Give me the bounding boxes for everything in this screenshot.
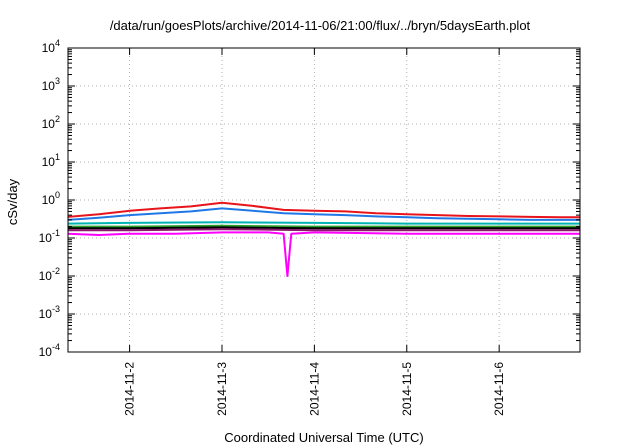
- y-axis: 10-4 10-3 10-2 10-1 100 101 102 103 104: [39, 38, 580, 359]
- y-axis-label: cSv/day: [5, 178, 20, 225]
- y-tick-label: 103: [42, 76, 60, 93]
- x-axis: 2014-11-2 2014-11-3 2014-11-4 2014-11-5 2014…: [123, 48, 506, 416]
- series-line-2: [67, 221, 580, 225]
- series-line-6: [67, 231, 580, 277]
- x-tick-label: 2014-11-5: [400, 362, 414, 416]
- y-tick-label: 10-2: [39, 266, 60, 283]
- series-line-1: [67, 207, 580, 221]
- grid: [68, 48, 580, 352]
- x-tick-label: 2014-11-3: [215, 362, 229, 416]
- series-layer: [67, 201, 580, 277]
- y-tick-label: 10-4: [39, 342, 60, 359]
- y-tick-label: 10-1: [39, 228, 60, 245]
- y-tick-label: 101: [42, 152, 60, 169]
- y-tick-label: 10-3: [39, 304, 60, 321]
- series-line-4: [68, 226, 580, 230]
- y-tick-label: 104: [42, 38, 60, 55]
- y-tick-label: 100: [42, 190, 60, 207]
- series-line-0: [67, 201, 580, 219]
- x-axis-label: Coordinated Universal Time (UTC): [224, 430, 423, 445]
- x-tick-label: 2014-11-2: [123, 362, 137, 416]
- series-line-3: [68, 224, 580, 228]
- x-tick-label: 2014-11-4: [307, 362, 321, 416]
- x-tick-label: 2014-11-6: [492, 362, 506, 416]
- y-tick-label: 102: [42, 114, 60, 131]
- series-line-5: [68, 228, 580, 232]
- chart-title: /data/run/goesPlots/archive/2014-11-06/2…: [109, 18, 531, 33]
